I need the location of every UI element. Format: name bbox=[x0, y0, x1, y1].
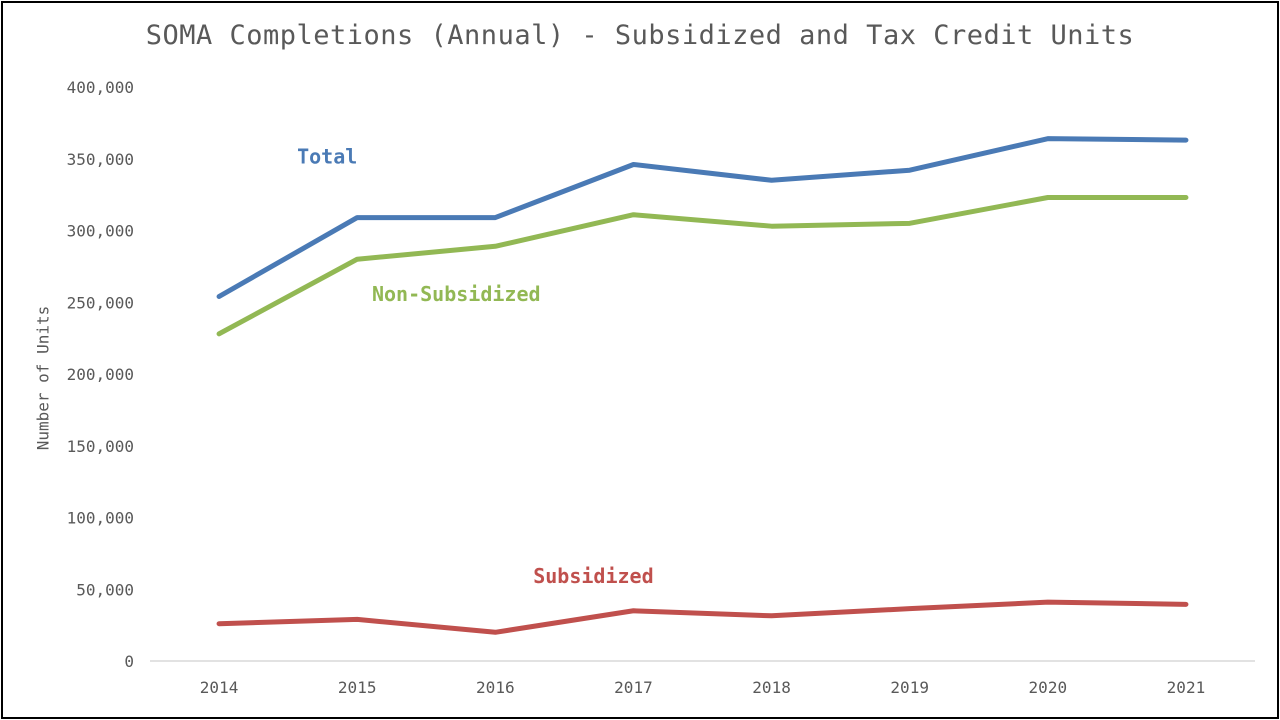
series-label-total: Total bbox=[297, 145, 357, 169]
x-tick-label: 2015 bbox=[338, 678, 377, 697]
x-tick-label: 2021 bbox=[1167, 678, 1206, 697]
x-tick-label: 2014 bbox=[200, 678, 239, 697]
series-labels: Total Non-Subsidized Subsidized bbox=[297, 145, 654, 588]
series-line-subsidized bbox=[216, 599, 1189, 635]
y-tick-label: 350,000 bbox=[67, 150, 134, 169]
x-tick-label: 2016 bbox=[476, 678, 515, 697]
x-tick-label: 2018 bbox=[752, 678, 791, 697]
x-tick-label: 2020 bbox=[1029, 678, 1068, 697]
series-lines bbox=[216, 136, 1189, 635]
series-label-subsidized: Subsidized bbox=[533, 564, 653, 588]
y-tick-label: 50,000 bbox=[76, 580, 134, 599]
y-tick-label: 100,000 bbox=[67, 509, 134, 528]
y-tick-label: 250,000 bbox=[67, 293, 134, 312]
series-label-non-subsidized: Non-Subsidized bbox=[372, 282, 541, 306]
series-line-total bbox=[216, 136, 1189, 300]
y-tick-label: 0 bbox=[124, 652, 134, 671]
series-line-non-subsidized bbox=[216, 194, 1189, 337]
y-tick-label: 400,000 bbox=[67, 78, 134, 97]
y-tick-label: 300,000 bbox=[67, 222, 134, 241]
y-tick-label: 150,000 bbox=[67, 437, 134, 456]
x-axis-ticks: 2014 2015 2016 2017 2018 2019 2020 2021 bbox=[200, 678, 1205, 697]
y-tick-label: 200,000 bbox=[67, 365, 134, 384]
y-axis-ticks: 0 50,000 100,000 150,000 200,000 250,000 300,0… bbox=[67, 78, 134, 671]
x-tick-label: 2017 bbox=[614, 678, 653, 697]
chart-title: SOMA Completions (Annual) - Subsidized a… bbox=[145, 20, 1135, 51]
x-tick-label: 2019 bbox=[890, 678, 929, 697]
